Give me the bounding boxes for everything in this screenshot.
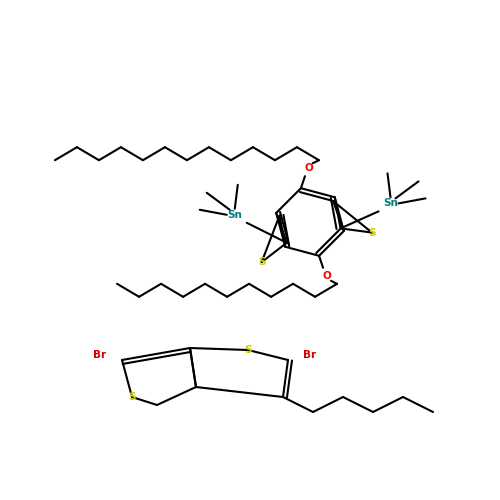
Text: O: O <box>304 163 314 173</box>
Text: S: S <box>258 257 266 267</box>
Text: Sn: Sn <box>228 210 242 220</box>
Text: Sn: Sn <box>383 198 398 208</box>
Text: Br: Br <box>304 350 316 360</box>
Text: S: S <box>368 228 376 237</box>
Text: S: S <box>244 345 252 355</box>
Text: O: O <box>322 271 332 281</box>
Text: Br: Br <box>94 350 106 360</box>
Text: S: S <box>128 392 136 402</box>
